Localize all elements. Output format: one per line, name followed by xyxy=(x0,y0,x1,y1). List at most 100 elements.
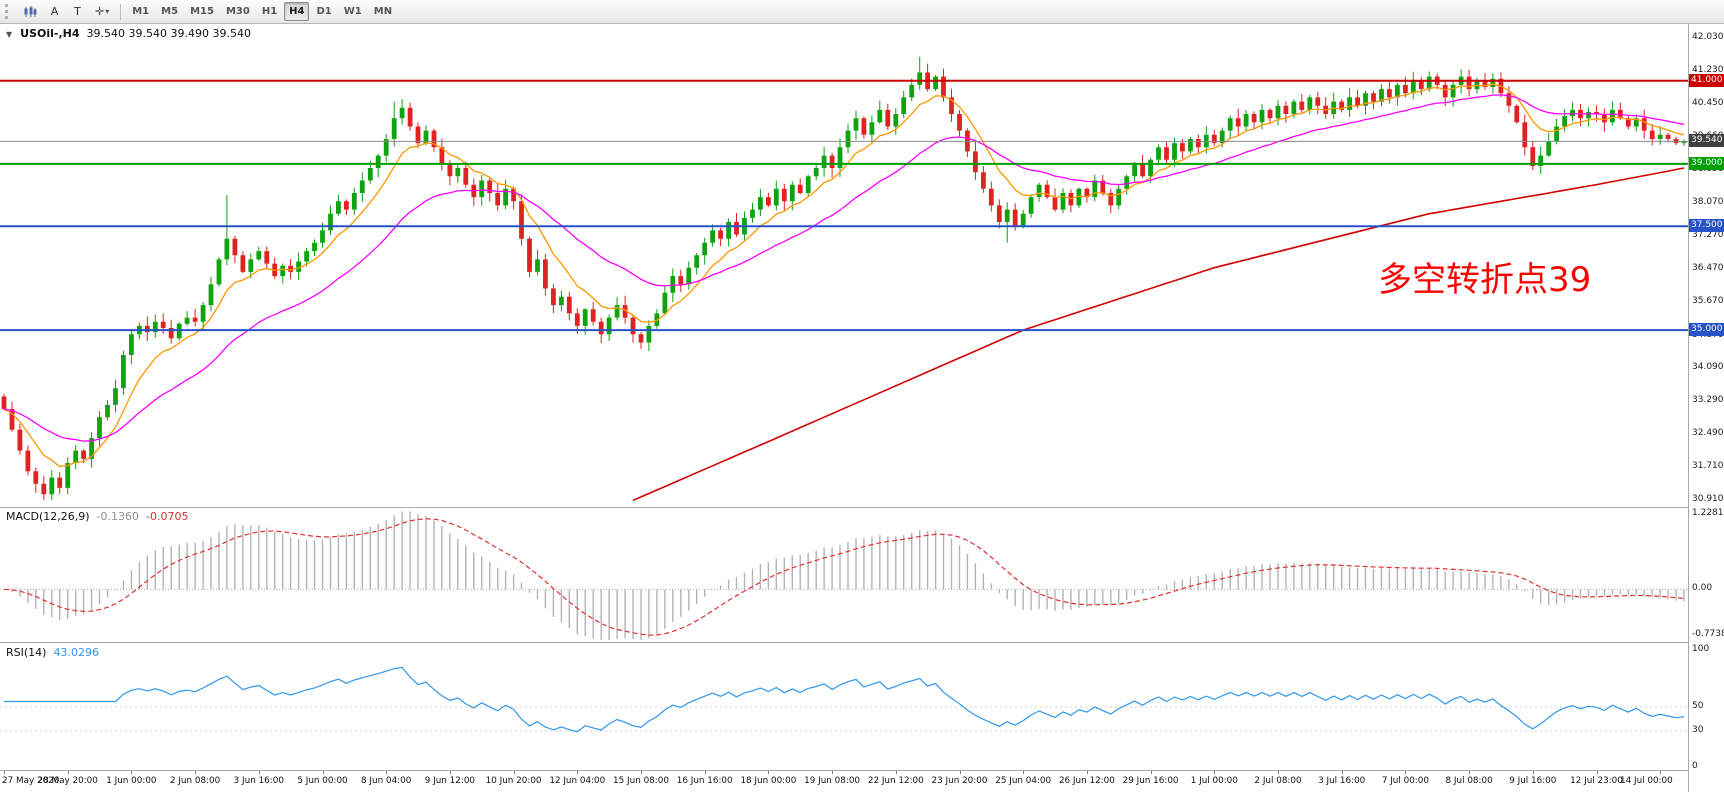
time-axis-label: 8 Jun 04:00 xyxy=(361,776,412,786)
time-axis-tick xyxy=(322,771,324,774)
time-axis-tick xyxy=(1023,771,1025,774)
time-axis-label: 26 Jun 12:00 xyxy=(1058,776,1115,786)
scale-divider xyxy=(1688,24,1689,792)
time-axis-label: 27 May 2020 xyxy=(2,776,60,786)
macd-rsi-divider[interactable] xyxy=(0,642,1724,643)
price-level-badge: 41.000 xyxy=(1689,73,1724,87)
timeframe-m5[interactable]: M5 xyxy=(156,2,183,21)
time-axis-label: 9 Jun 12:00 xyxy=(424,776,476,786)
timeframe-d1[interactable]: D1 xyxy=(311,2,336,21)
time-axis-label: 1 Jul 00:00 xyxy=(1190,776,1238,786)
time-axis-label: 25 Jun 04:00 xyxy=(995,776,1052,786)
chevron-down-icon: ▾ xyxy=(105,7,110,16)
time-axis-tick xyxy=(67,771,69,774)
time-axis-label: 12 Jun 04:00 xyxy=(549,776,606,786)
toolbar-separator xyxy=(120,3,122,20)
time-axis-label: 23 Jun 20:00 xyxy=(931,776,988,786)
price-scale-tick: 30.910 xyxy=(1692,494,1724,504)
current-price-badge: 39.540 xyxy=(1689,134,1724,148)
toolbar: A T ✛ ▾ M1 M5 M15 M30 H1 H4 D1 W1 MN xyxy=(0,0,1724,24)
time-axis-label: 10 Jun 20:00 xyxy=(485,776,542,786)
time-axis-tick xyxy=(1086,771,1088,774)
toolbar-grip[interactable] xyxy=(5,4,12,19)
timeframe-h4[interactable]: H4 xyxy=(284,2,310,21)
timeframe-h1[interactable]: H1 xyxy=(257,2,282,21)
time-axis-label: 15 Jun 08:00 xyxy=(613,776,669,786)
rsi-header: RSI(14) 43.0296 xyxy=(6,646,99,659)
price-scale-tick: 31.710 xyxy=(1692,460,1724,471)
time-axis-tick xyxy=(1596,771,1598,774)
time-axis-tick xyxy=(895,771,897,774)
timeframe-w1[interactable]: W1 xyxy=(339,2,367,21)
time-axis-tick xyxy=(386,771,388,774)
macd-label: MACD(12,26,9) xyxy=(6,510,90,523)
trendline-tool-button[interactable]: T xyxy=(67,2,88,21)
time-axis-tick xyxy=(1532,771,1534,774)
price-scale-tick: 33.290 xyxy=(1692,395,1724,406)
rsi-scale-tick: 30 xyxy=(1692,725,1704,735)
annotation-text[interactable]: 多空转折点39 xyxy=(1378,260,1592,300)
crosshair-icon: ✛ xyxy=(95,5,105,18)
time-axis-label: 12 Jul 23:00 xyxy=(1570,776,1623,786)
price-level-badge: 37.500 xyxy=(1689,219,1724,233)
timeframe-m15[interactable]: M15 xyxy=(185,2,219,21)
time-axis-tick xyxy=(1278,771,1279,774)
macd-signal-value: -0.0705 xyxy=(146,510,189,523)
time-axis-tick xyxy=(1405,771,1407,774)
price-scale-tick: 41.230 xyxy=(1692,65,1724,76)
macd-scale-tick: 0.00 xyxy=(1692,583,1713,594)
rsi-axis-divider xyxy=(0,770,1724,771)
time-axis-tick xyxy=(195,771,197,774)
rsi-scale-tick: 100 xyxy=(1692,644,1710,654)
time-axis-tick xyxy=(1660,771,1662,774)
time-axis-tick xyxy=(1341,771,1343,774)
symbol-header: ▼ USOil-,H4 39.540 39.540 39.490 39.540 xyxy=(6,27,251,40)
symbol-name: USOil-,H4 xyxy=(20,27,80,40)
price-scale-tick: 40.450 xyxy=(1692,97,1724,108)
rsi-scale-tick: 50 xyxy=(1692,701,1704,711)
time-axis-label: 14 Jul 00:00 xyxy=(1620,776,1673,786)
price-scale-tick: 42.030 xyxy=(1692,32,1724,42)
price-scale-tick: 32.490 xyxy=(1692,428,1724,439)
price-level-badge: 39.000 xyxy=(1689,156,1724,170)
candlestick-chart-icon xyxy=(24,5,37,17)
time-axis[interactable]: 27 May 2020 28 May 20:00 1 Jun 00:00 2 Jun … xyxy=(0,771,1688,792)
time-axis-label: 28 May 20:00 xyxy=(37,776,98,786)
rsi-label: RSI(14) xyxy=(6,646,47,659)
time-axis-tick xyxy=(1150,771,1152,774)
price-scale-tick: 37.270 xyxy=(1692,229,1724,240)
time-axis-tick xyxy=(641,771,642,774)
chart-type-button[interactable] xyxy=(18,2,42,21)
text-tool-button[interactable]: A xyxy=(44,2,65,21)
time-axis-tick xyxy=(513,771,515,774)
time-axis-label: 7 Jul 00:00 xyxy=(1381,776,1429,786)
time-axis-tick xyxy=(959,771,961,774)
time-axis-label: 5 Jun 00:00 xyxy=(297,776,348,786)
price-scale[interactable]: 42.03041.23040.45039.66038.85038.07037.2… xyxy=(1689,24,1724,792)
timeframe-mn[interactable]: MN xyxy=(369,2,397,21)
price-scale-tick: 34.090 xyxy=(1692,361,1724,372)
time-axis-tick xyxy=(1214,771,1216,774)
main-macd-divider[interactable] xyxy=(0,507,1724,508)
time-axis-tick xyxy=(577,771,579,774)
macd-main-value: -0.1360 xyxy=(96,510,140,523)
price-scale-tick: 38.070 xyxy=(1692,196,1724,207)
timeframe-m30[interactable]: M30 xyxy=(221,2,255,21)
timeframe-m1[interactable]: M1 xyxy=(127,2,154,21)
price-scale-tick: 36.470 xyxy=(1692,263,1724,273)
collapse-icon[interactable]: ▼ xyxy=(6,30,13,39)
rsi-scale-tick: 0 xyxy=(1692,761,1698,771)
time-axis-label: 3 Jun 16:00 xyxy=(233,776,284,786)
time-axis-label: 8 Jul 08:00 xyxy=(1445,776,1493,786)
time-axis-label: 3 Jul 16:00 xyxy=(1318,776,1366,786)
time-axis-tick xyxy=(258,771,260,774)
time-axis-label: 9 Jul 16:00 xyxy=(1509,776,1557,786)
time-axis-label: 18 Jun 00:00 xyxy=(740,776,797,786)
time-axis-label: 19 Jun 08:00 xyxy=(804,776,861,786)
price-level-badge: 35.000 xyxy=(1689,323,1724,337)
time-axis-label: 2 Jun 08:00 xyxy=(169,776,221,786)
ohlc-values: 39.540 39.540 39.490 39.540 xyxy=(86,27,251,40)
crosshair-button[interactable]: ✛ ▾ xyxy=(90,2,114,21)
